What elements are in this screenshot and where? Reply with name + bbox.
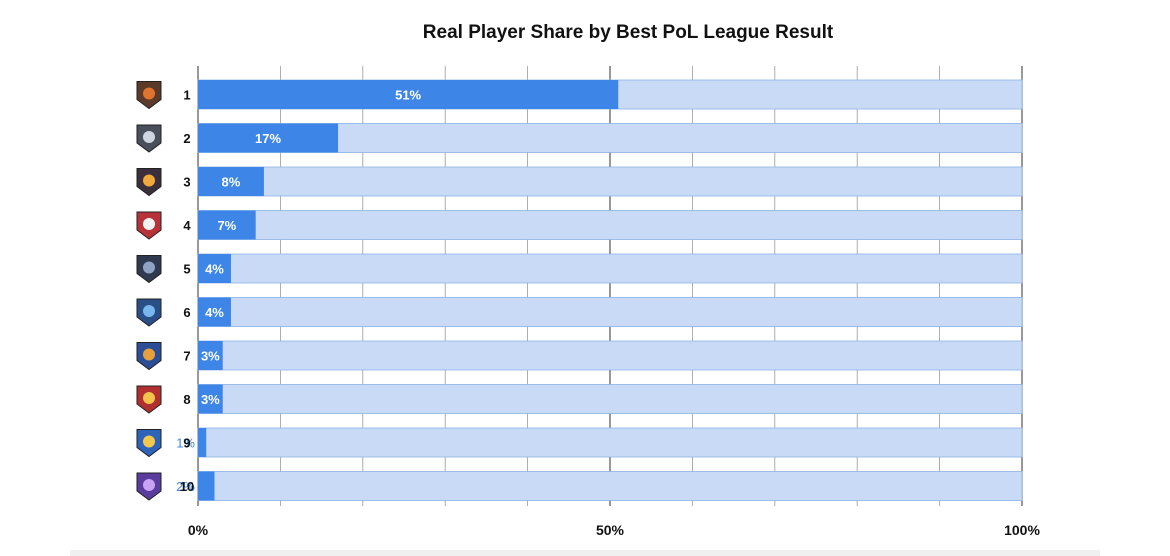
category-label: 10 — [180, 479, 194, 494]
league-3-icon — [136, 168, 162, 197]
bar — [198, 254, 231, 283]
category-labels: 1 2 3 4 5 6 7 8 9 10 — [180, 88, 194, 495]
category-label: 9 — [183, 436, 190, 451]
badge-emblem — [143, 261, 155, 274]
bar-track — [197, 297, 1023, 327]
bars — [198, 80, 619, 501]
badge-emblem — [143, 348, 155, 361]
x-tick-label: 50% — [596, 522, 625, 538]
league-1-icon — [136, 81, 162, 110]
bar — [198, 297, 231, 327]
value-label: 3% — [201, 392, 220, 407]
league-4-icon — [136, 211, 162, 240]
chart-title: Real Player Share by Best PoL League Res… — [422, 22, 834, 43]
bar — [198, 80, 619, 109]
badge-emblem — [143, 218, 155, 230]
value-label: 8% — [222, 175, 241, 190]
value-label: 51% — [395, 88, 421, 103]
bar — [198, 167, 264, 196]
badge-emblem — [143, 305, 155, 317]
category-label: 1 — [183, 88, 190, 103]
badge-emblem — [143, 435, 155, 448]
value-label: 2% — [176, 479, 195, 494]
badge-emblem — [143, 131, 155, 143]
badge-emblem — [143, 479, 155, 491]
category-label: 3 — [183, 175, 190, 190]
badge-emblem — [143, 174, 155, 187]
bar-track — [197, 384, 1023, 414]
badge-emblem — [143, 87, 155, 100]
league-6-icon — [136, 298, 162, 327]
x-axis-ticks: 0% 50% 100% — [188, 522, 1041, 538]
value-labels: 51% 17% 8% 7% 4% 4% 3% 3% 1% 2% — [176, 88, 421, 495]
value-label: 4% — [205, 262, 224, 277]
bar — [198, 471, 215, 501]
league-9-icon — [136, 429, 162, 458]
category-label: 2 — [183, 131, 190, 146]
league-8-icon — [136, 385, 162, 414]
league-2-icon — [136, 124, 162, 153]
category-label: 5 — [183, 262, 190, 277]
value-label: 17% — [255, 131, 281, 146]
value-label: 7% — [217, 218, 236, 233]
bar — [198, 341, 223, 370]
value-label: 3% — [201, 349, 220, 364]
category-icons — [136, 81, 162, 501]
category-label: 7 — [183, 349, 190, 364]
x-tick-label: 0% — [188, 522, 209, 538]
value-label: 4% — [205, 305, 224, 320]
value-label: 1% — [176, 436, 195, 451]
bottom-strip — [70, 550, 1100, 556]
category-label: 6 — [183, 305, 190, 320]
bar — [198, 210, 256, 240]
bar — [198, 428, 207, 457]
x-tick-label: 100% — [1004, 522, 1040, 538]
bar-track — [197, 340, 1023, 371]
bar-track — [197, 166, 1023, 197]
bar-track — [197, 471, 1023, 501]
league-7-icon — [136, 342, 162, 371]
badge-emblem — [143, 392, 155, 404]
category-label: 8 — [183, 392, 190, 407]
category-label: 4 — [183, 218, 191, 233]
bar-track — [197, 210, 1023, 240]
bar-track — [197, 427, 1023, 458]
league-5-icon — [136, 255, 162, 284]
bar — [198, 123, 339, 153]
bar-track — [197, 253, 1023, 284]
bar — [198, 384, 223, 414]
league-10-icon — [136, 472, 162, 501]
